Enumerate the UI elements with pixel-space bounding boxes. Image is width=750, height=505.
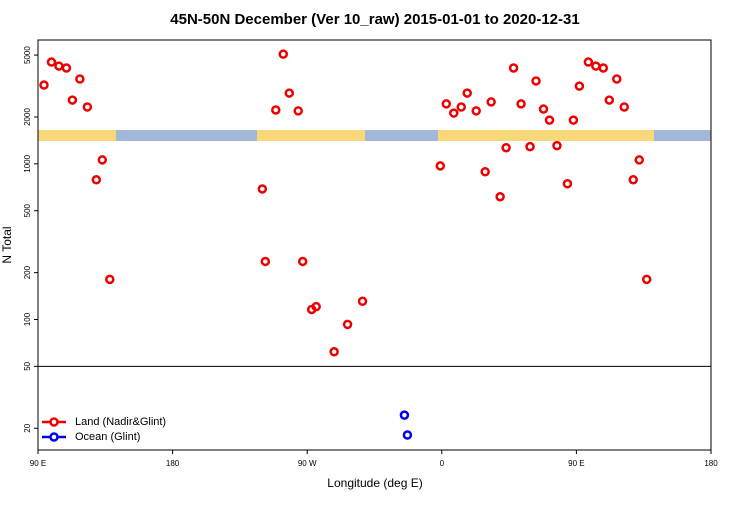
point: [357, 296, 368, 306]
x-tick-label: 90 E: [568, 459, 584, 468]
point: [278, 49, 289, 59]
y-tick-label: 100: [23, 312, 32, 326]
point: [462, 88, 472, 98]
y-axis-label: N Total: [0, 226, 14, 263]
point: [508, 63, 519, 73]
point: [105, 274, 115, 285]
point: [67, 95, 78, 105]
point: [568, 115, 579, 125]
legend-label: Land (Nadir&Glint): [75, 416, 166, 428]
point: [329, 347, 339, 357]
point: [604, 95, 615, 105]
point: [583, 57, 594, 67]
point: [297, 256, 308, 267]
point: [456, 102, 466, 112]
point: [574, 81, 585, 91]
point: [628, 175, 638, 185]
point: [562, 179, 573, 189]
point: [486, 97, 496, 107]
point: [552, 140, 562, 151]
x-tick-label: 180: [704, 459, 718, 468]
point: [402, 430, 413, 440]
point: [598, 63, 609, 73]
point: [525, 141, 535, 152]
point: [46, 57, 57, 67]
point: [399, 410, 410, 420]
y-tick-label: 20: [23, 423, 32, 432]
chart-title: 45N-50N December (Ver 10_raw) 2015-01-01…: [170, 11, 579, 28]
point: [97, 155, 108, 165]
map-strip: [38, 130, 711, 141]
point: [612, 74, 622, 84]
point: [619, 102, 630, 112]
point: [449, 108, 459, 118]
y-tick-label: 1000: [23, 154, 32, 172]
point: [91, 175, 102, 185]
y-tick-label: 200: [23, 265, 32, 279]
point: [538, 104, 549, 114]
point: [634, 155, 644, 165]
point: [54, 61, 64, 71]
legend-label: Ocean (Glint): [75, 431, 140, 443]
point: [435, 161, 446, 171]
point: [441, 99, 452, 109]
plot-frame: [37, 39, 712, 451]
point: [82, 102, 93, 112]
x-tick-label: 90 E: [30, 459, 46, 468]
point: [501, 142, 511, 153]
point: [260, 256, 271, 267]
legend-marker: [49, 432, 59, 442]
point: [284, 88, 295, 98]
point: [471, 106, 481, 116]
x-axis-label: Longitude (deg E): [327, 476, 422, 490]
point: [480, 166, 490, 177]
y-tick-label: 50: [23, 361, 32, 370]
point: [495, 191, 505, 202]
y-tick-label: 500: [23, 203, 32, 217]
point: [531, 76, 541, 86]
legend-marker: [49, 417, 59, 427]
point: [293, 106, 303, 116]
point: [516, 99, 526, 109]
x-tick-label: 0: [440, 459, 445, 468]
point: [75, 74, 85, 84]
point: [61, 63, 72, 73]
point: [271, 105, 281, 115]
point: [257, 184, 268, 194]
point: [311, 301, 321, 312]
x-tick-label: 90 W: [298, 459, 317, 468]
point: [641, 274, 652, 285]
y-tick-label: 5000: [23, 46, 32, 64]
point: [39, 80, 49, 90]
y-tick-label: 2000: [23, 108, 32, 126]
x-tick-label: 180: [166, 459, 180, 468]
point: [544, 115, 555, 125]
point: [591, 61, 601, 71]
point: [342, 319, 353, 330]
